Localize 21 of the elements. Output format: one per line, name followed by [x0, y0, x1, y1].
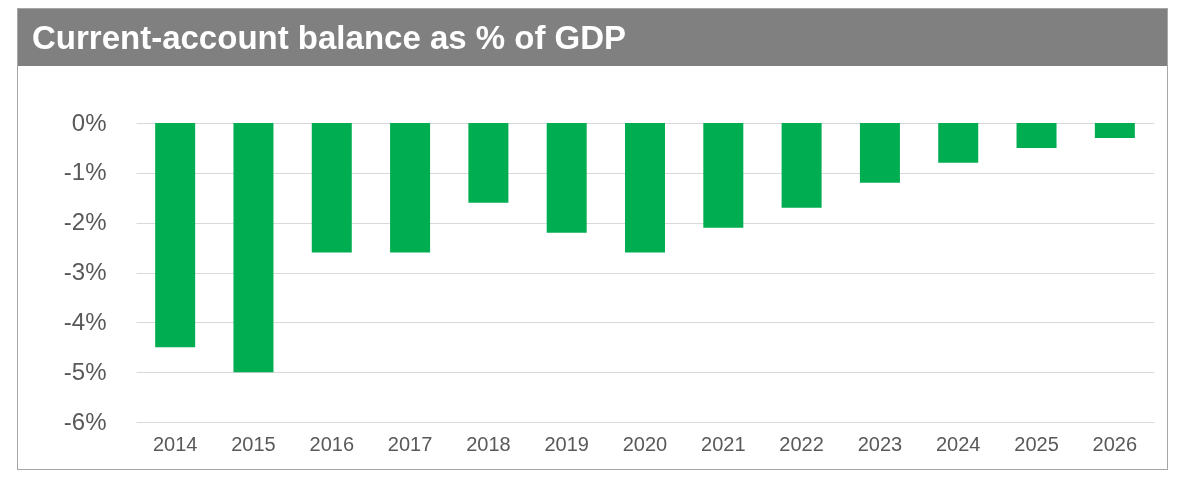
- x-tick-label: 2020: [622, 432, 668, 455]
- x-tick-label: 2025: [1014, 432, 1059, 455]
- y-tick-label: -2%: [63, 208, 107, 236]
- x-tick-label: 2015: [231, 432, 276, 455]
- x-tick-label: 2016: [309, 432, 355, 455]
- y-tick-label: 0%: [71, 108, 107, 136]
- x-tick-label: 2019: [544, 432, 589, 455]
- x-tick-label: 2023: [857, 432, 903, 455]
- x-tick-label: 2014: [152, 432, 198, 455]
- y-tick-label: -6%: [63, 407, 107, 435]
- chart-title: Current-account balance as % of GDP: [18, 9, 1167, 66]
- x-tick-label: 2017: [387, 432, 433, 455]
- x-tick-label: 2022: [779, 432, 824, 455]
- x-tick-label: 2024: [935, 432, 981, 455]
- x-tick-label: 2018: [466, 432, 511, 455]
- y-tick-label: -1%: [63, 158, 107, 186]
- y-tick-label: -3%: [63, 258, 107, 285]
- y-tick-label: -4%: [63, 307, 107, 335]
- y-tick-label: -5%: [63, 357, 107, 385]
- x-tick-label: 2021: [701, 432, 746, 455]
- x-tick-label: 2026: [1092, 432, 1138, 455]
